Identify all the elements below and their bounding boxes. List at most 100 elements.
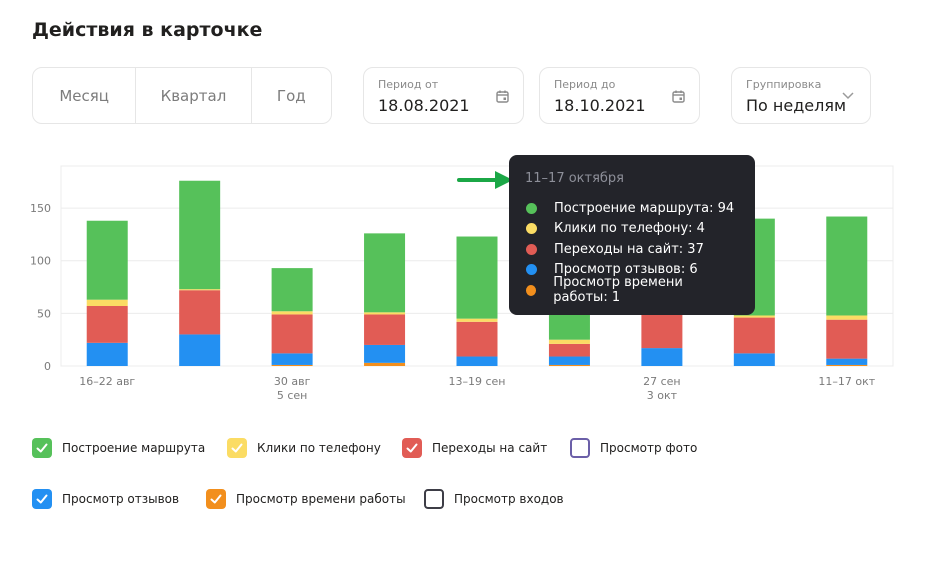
x-tick-label: 13–19 сен bbox=[449, 375, 506, 388]
bar-segment[interactable] bbox=[179, 290, 221, 335]
checkbox-unchecked-icon[interactable] bbox=[424, 489, 444, 509]
tooltip-row: Клики по телефону: 4 bbox=[523, 219, 741, 240]
legend-item[interactable]: Построение маршрута bbox=[32, 438, 205, 458]
chevron-down-icon[interactable] bbox=[842, 92, 854, 100]
legend-item[interactable]: Просмотр фото bbox=[570, 438, 697, 458]
checkbox-checked-icon[interactable] bbox=[32, 489, 52, 509]
legend-item[interactable]: Клики по телефону bbox=[227, 438, 381, 458]
bar-segment[interactable] bbox=[456, 236, 498, 319]
bar-segment[interactable] bbox=[179, 334, 221, 366]
bar-segment[interactable] bbox=[271, 353, 313, 365]
legend-dot bbox=[526, 284, 537, 296]
legend-item[interactable]: Просмотр времени работы bbox=[206, 489, 406, 509]
bar-segment[interactable] bbox=[86, 220, 128, 300]
x-tick-label: 16–22 авг bbox=[79, 375, 135, 388]
legend-item[interactable]: Переходы на сайт bbox=[402, 438, 547, 458]
bar-segment[interactable] bbox=[456, 318, 498, 322]
checkbox-checked-icon[interactable] bbox=[227, 438, 247, 458]
tooltip-row-label: Просмотр отзывов: 6 bbox=[554, 262, 698, 278]
bar-segment[interactable] bbox=[456, 356, 498, 366]
x-tick-label: 5 сен bbox=[277, 389, 308, 402]
bar-segment[interactable] bbox=[179, 180, 221, 290]
bar-segment[interactable] bbox=[271, 311, 313, 315]
period-month-button[interactable]: Месяц bbox=[33, 68, 137, 123]
bar-segment[interactable] bbox=[826, 364, 868, 366]
tooltip-row: Просмотр времени работы: 1 bbox=[523, 275, 741, 305]
legend-label: Построение маршрута bbox=[62, 441, 206, 455]
bar-segment[interactable] bbox=[548, 364, 590, 366]
date-from-value: 18.08.2021 bbox=[378, 96, 470, 115]
checkbox-checked-icon[interactable] bbox=[32, 438, 52, 458]
y-tick-label: 100 bbox=[30, 255, 51, 268]
bar-segment[interactable] bbox=[826, 319, 868, 359]
bar-segment[interactable] bbox=[733, 353, 775, 366]
y-tick-label: 150 bbox=[30, 202, 51, 215]
x-tick-label: 30 авг bbox=[274, 375, 311, 388]
x-tick-label: 3 окт bbox=[647, 389, 678, 402]
chart-tooltip: 11–17 октября Построение маршрута: 94 Кли… bbox=[509, 155, 755, 315]
bar-segment[interactable] bbox=[733, 317, 775, 354]
legend-dot bbox=[526, 223, 537, 235]
bar-segment[interactable] bbox=[733, 315, 775, 318]
grouping-select[interactable]: Группировка По неделям bbox=[731, 67, 871, 124]
bar-segment[interactable] bbox=[826, 315, 868, 320]
bar-segment[interactable] bbox=[364, 233, 406, 313]
tooltip-row-label: Клики по телефону: 4 bbox=[554, 221, 705, 237]
calendar-icon[interactable] bbox=[672, 90, 685, 103]
legend-label: Просмотр отзывов bbox=[62, 492, 180, 506]
bar-segment[interactable] bbox=[364, 344, 406, 363]
legend-label: Просмотр входов bbox=[454, 492, 564, 506]
bar-segment[interactable] bbox=[548, 339, 590, 344]
bar-segment[interactable] bbox=[179, 289, 221, 291]
bar-segment[interactable] bbox=[271, 268, 313, 312]
legend-label: Просмотр времени работы bbox=[236, 492, 406, 506]
x-tick-label: 27 сен bbox=[643, 375, 681, 388]
date-to-value: 18.10.2021 bbox=[554, 96, 646, 115]
legend-item[interactable]: Просмотр отзывов bbox=[32, 489, 179, 509]
bar-segment[interactable] bbox=[641, 348, 683, 366]
pointer-arrow-icon bbox=[457, 171, 513, 189]
bar-segment[interactable] bbox=[826, 358, 868, 365]
checkbox-unchecked-icon[interactable] bbox=[570, 438, 590, 458]
period-year-button[interactable]: Год bbox=[276, 86, 306, 105]
page-title: Действия в карточке bbox=[32, 19, 263, 41]
bar-segment[interactable] bbox=[456, 321, 498, 357]
bar-segment[interactable] bbox=[364, 314, 406, 345]
bar-segment[interactable] bbox=[86, 342, 128, 366]
legend-dot bbox=[526, 202, 537, 214]
bar-segment[interactable] bbox=[86, 306, 128, 343]
date-to-label: Период до bbox=[554, 78, 616, 91]
legend-label: Переходы на сайт bbox=[432, 441, 548, 455]
tooltip-row-label: Просмотр времени работы: 1 bbox=[553, 275, 683, 306]
bar-segment[interactable] bbox=[271, 364, 313, 366]
y-tick-label: 50 bbox=[37, 307, 51, 320]
bar-segment[interactable] bbox=[364, 312, 406, 315]
bar-segment[interactable] bbox=[826, 216, 868, 316]
legend-dot bbox=[526, 243, 537, 255]
checkbox-checked-icon[interactable] bbox=[402, 438, 422, 458]
grouping-label: Группировка bbox=[746, 78, 822, 91]
date-from-label: Период от bbox=[378, 78, 439, 91]
grouping-value: По неделям bbox=[746, 96, 847, 115]
tooltip-row: Построение маршрута: 94 bbox=[523, 198, 741, 219]
bar-segment[interactable] bbox=[548, 356, 590, 365]
checkbox-checked-icon[interactable] bbox=[206, 489, 226, 509]
y-tick-label: 0 bbox=[44, 360, 51, 373]
date-from-field[interactable]: Период от 18.08.2021 bbox=[363, 67, 524, 124]
calendar-icon[interactable] bbox=[496, 90, 509, 103]
legend-dot bbox=[526, 264, 537, 276]
bar-segment[interactable] bbox=[271, 314, 313, 354]
bar-segment[interactable] bbox=[641, 314, 683, 349]
bar-segment[interactable] bbox=[548, 343, 590, 357]
stacked-bar-chart: 0 50 100 150 16–22 авг 30 авг 5 сен 13–19 сен 27… bbox=[0, 160, 926, 410]
date-to-field[interactable]: Период до 18.10.2021 bbox=[539, 67, 700, 124]
tooltip-row: Переходы на сайт: 37 bbox=[523, 239, 741, 260]
period-selector: Месяц Квартал Год bbox=[32, 67, 332, 124]
period-quarter-button[interactable]: Квартал bbox=[136, 68, 252, 123]
legend-item[interactable]: Просмотр входов bbox=[424, 489, 564, 509]
x-tick-label: 11–17 окт bbox=[818, 375, 875, 388]
tooltip-row-label: Переходы на сайт: 37 bbox=[554, 241, 704, 257]
bar-segment[interactable] bbox=[86, 299, 128, 306]
bar-segment[interactable] bbox=[364, 362, 406, 366]
